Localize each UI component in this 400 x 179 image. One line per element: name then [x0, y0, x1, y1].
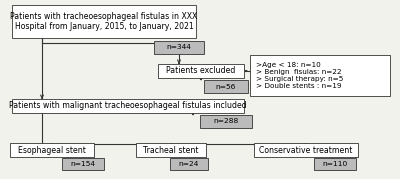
Text: >Age < 18: n=10
> Benign  fisulas: n=22
> Surgical therapy: n=5
> Double stents : >Age < 18: n=10 > Benign fisulas: n=22 >… [256, 62, 343, 89]
Text: Patients with tracheoesophageal fistulas in XXX
Hospital from January, 2015, to : Patients with tracheoesophageal fistulas… [10, 12, 198, 32]
FancyBboxPatch shape [204, 80, 248, 93]
Text: Conservative treatment: Conservative treatment [259, 146, 353, 154]
FancyBboxPatch shape [158, 64, 244, 78]
FancyBboxPatch shape [314, 158, 356, 170]
FancyBboxPatch shape [136, 143, 206, 157]
Text: Patients with malignant tracheoesophageal fistulas included: Patients with malignant tracheoesophagea… [9, 101, 247, 110]
Text: n=344: n=344 [166, 44, 192, 50]
Text: Patients excluded: Patients excluded [166, 66, 236, 75]
FancyBboxPatch shape [200, 115, 252, 128]
Text: n=110: n=110 [322, 161, 348, 167]
FancyBboxPatch shape [170, 158, 208, 170]
FancyBboxPatch shape [12, 5, 196, 38]
Text: n=24: n=24 [179, 161, 199, 167]
Text: n=56: n=56 [216, 84, 236, 90]
FancyBboxPatch shape [10, 143, 94, 157]
FancyBboxPatch shape [250, 55, 390, 96]
Text: n=288: n=288 [213, 118, 239, 124]
Text: Esophageal stent: Esophageal stent [18, 146, 86, 154]
FancyBboxPatch shape [62, 158, 104, 170]
FancyBboxPatch shape [12, 99, 244, 113]
FancyBboxPatch shape [154, 41, 204, 54]
Text: n=154: n=154 [70, 161, 96, 167]
FancyBboxPatch shape [254, 143, 358, 157]
Text: Tracheal stent: Tracheal stent [143, 146, 199, 154]
